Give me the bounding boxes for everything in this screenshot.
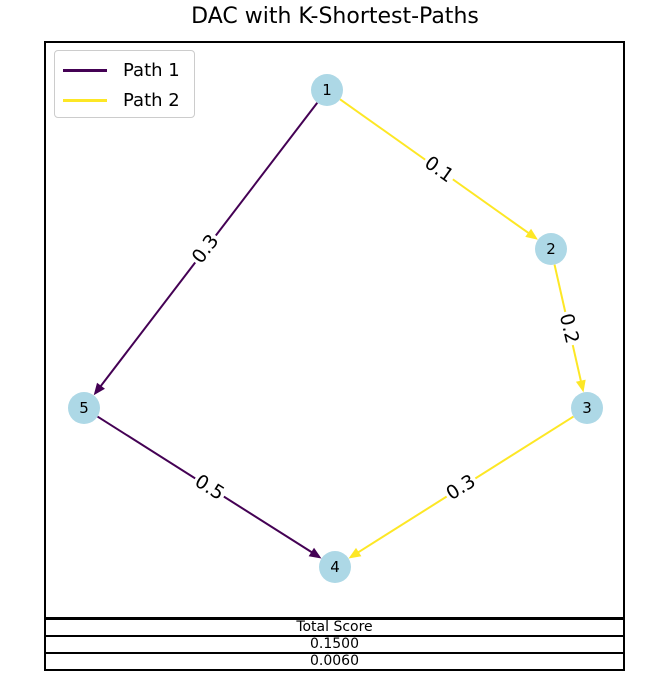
edge-weight-label: 0.5 bbox=[191, 470, 228, 505]
edge-label-bg bbox=[186, 228, 225, 270]
arrowhead-2-3 bbox=[575, 379, 586, 393]
node-4 bbox=[319, 551, 351, 583]
edge-label-bg bbox=[554, 309, 584, 348]
edge-label-bg bbox=[418, 150, 460, 189]
arrowhead-5-4 bbox=[308, 547, 322, 559]
edge-label-group-3-4: 0.3 bbox=[440, 469, 482, 506]
table-header-cell: Total Score bbox=[44, 618, 625, 637]
node-1 bbox=[311, 74, 343, 106]
table-header-row: Total Score bbox=[44, 618, 625, 637]
table-cell: 0.1500 bbox=[44, 635, 625, 654]
edge-label-group-1-2: 0.1 bbox=[418, 150, 460, 189]
node-label-2: 2 bbox=[546, 240, 556, 258]
edge-label-bg bbox=[440, 469, 482, 506]
edge-weight-label: 0.2 bbox=[555, 311, 583, 345]
edge-weight-label: 0.3 bbox=[442, 470, 479, 505]
edge-label-group-1-5: 0.3 bbox=[186, 228, 225, 270]
node-3 bbox=[571, 392, 603, 424]
edge-label-bg bbox=[189, 469, 230, 506]
arrowhead-1-2 bbox=[525, 228, 538, 240]
table-row: 0.0060 bbox=[44, 652, 625, 671]
node-label-1: 1 bbox=[322, 81, 332, 99]
node-label-3: 3 bbox=[582, 399, 592, 417]
table-row: 0.1500 bbox=[44, 635, 625, 654]
legend-item-path-1: Path 1 bbox=[55, 56, 180, 84]
legend-swatch-path-2 bbox=[63, 98, 107, 102]
arrowhead-1-5 bbox=[93, 382, 105, 396]
edge-label-group-5-4: 0.5 bbox=[189, 469, 230, 506]
score-table: Total Score 0.1500 0.0060 bbox=[44, 618, 625, 671]
legend-label-path-2: Path 2 bbox=[123, 89, 180, 111]
legend-label-path-1: Path 1 bbox=[123, 59, 180, 81]
arrowhead-3-4 bbox=[348, 547, 362, 559]
edge-label-group-2-3: 0.2 bbox=[554, 309, 584, 348]
node-label-4: 4 bbox=[330, 558, 340, 576]
legend-swatch-path-1 bbox=[63, 68, 107, 72]
table-cell: 0.0060 bbox=[44, 652, 625, 671]
node-label-5: 5 bbox=[79, 399, 89, 417]
node-2 bbox=[535, 233, 567, 265]
graph-frame bbox=[44, 41, 625, 619]
legend: Path 1 Path 2 bbox=[54, 50, 195, 118]
node-5 bbox=[68, 392, 100, 424]
chart-title: DAC with K-Shortest-Paths bbox=[191, 4, 479, 29]
edge-weight-label: 0.1 bbox=[420, 152, 457, 187]
legend-item-path-2: Path 2 bbox=[55, 86, 180, 114]
edge-weight-label: 0.3 bbox=[188, 230, 224, 267]
